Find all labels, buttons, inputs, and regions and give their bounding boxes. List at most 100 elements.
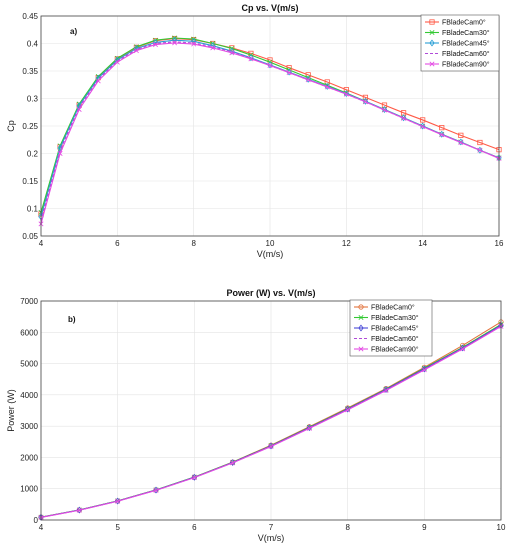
power-y-tick-label: 3000	[20, 422, 38, 431]
power-x-tick-label: 5	[115, 523, 120, 532]
power-x-ticks: 4 5 6 7 8 9 10	[39, 523, 506, 532]
cp-legend-item: FBladeCam90°	[425, 61, 490, 69]
cp-legend-label: FBladeCam90°	[442, 61, 490, 69]
cp-y-tick-label: 0.35	[22, 67, 38, 76]
power-x-tick-label: 8	[345, 523, 350, 532]
cp-x-tick-label: 14	[418, 239, 427, 248]
cp-legend-label: FBladeCam45°	[442, 40, 490, 48]
power-legend-label: FBladeCam45°	[371, 325, 419, 333]
power-legend-label: FBladeCam90°	[371, 346, 419, 354]
cp-data-point	[133, 48, 139, 54]
cp-data-point	[210, 42, 216, 50]
cp-data-point	[229, 47, 235, 55]
power-data-point	[460, 346, 466, 352]
cp-data-point	[248, 56, 254, 62]
cp-y-tick-label: 0.05	[22, 232, 38, 241]
cp-data-point	[420, 124, 426, 130]
cp-data-point	[324, 84, 330, 90]
cp-data-point	[362, 94, 369, 100]
cp-legend-label: FBladeCam60°	[442, 50, 490, 58]
power-y-ticks: 0 1000 2000 3000 4000 5000 6000 7000	[20, 297, 38, 525]
cp-y-tick-label: 0.2	[27, 150, 39, 159]
power-legend-item: FBladeCam60°	[354, 335, 419, 343]
cp-data-point	[343, 87, 349, 93]
power-data-point	[383, 387, 389, 393]
power-data-point	[306, 425, 312, 431]
cp-x-tick-label: 8	[191, 239, 196, 248]
power-y-tick-label: 5000	[20, 360, 38, 369]
cp-data-point	[458, 132, 464, 138]
cp-data-point	[210, 45, 216, 51]
power-x-axis-label: V(m/s)	[258, 533, 285, 543]
power-y-tick-label: 2000	[20, 453, 38, 462]
power-chart-title: Power (W) vs. V(m/s)	[226, 288, 315, 298]
power-legend-label: FBladeCam0°	[371, 304, 415, 312]
power-series-markers-4	[38, 323, 504, 520]
power-legend-marker	[358, 324, 364, 332]
power-y-tick-label: 4000	[20, 391, 38, 400]
cp-y-tick-label: 0.25	[22, 122, 38, 131]
cp-data-point	[343, 91, 349, 97]
power-series	[38, 319, 504, 521]
power-x-tick-label: 10	[497, 523, 506, 532]
cp-x-tick-label: 16	[495, 239, 504, 248]
power-data-point	[76, 507, 82, 513]
cp-data-point	[191, 41, 197, 47]
cp-axes-box	[40, 15, 500, 237]
power-data-point	[153, 487, 159, 493]
power-x-tick-label: 4	[39, 523, 44, 532]
cp-data-point	[420, 117, 426, 123]
power-y-tick-label: 7000	[20, 297, 38, 306]
cp-x-tick-label: 6	[115, 239, 120, 248]
power-legend-marker	[358, 346, 364, 352]
power-y-tick-label: 0	[34, 516, 39, 525]
power-legend-marker	[358, 315, 364, 320]
cp-data-point	[229, 50, 235, 56]
power-data-point	[268, 443, 274, 449]
cp-data-point	[401, 115, 407, 121]
power-axes-box	[40, 300, 502, 521]
power-y-tick-label: 6000	[20, 328, 38, 337]
power-data-point	[230, 460, 236, 466]
power-x-tick-label: 7	[269, 523, 274, 532]
cp-y-tick-label: 0.15	[22, 177, 38, 186]
power-data-point	[345, 407, 351, 413]
cp-chart-title: Cp vs. V(m/s)	[241, 3, 298, 13]
cp-legend-label: FBladeCam0°	[442, 19, 486, 27]
power-legend-label: FBladeCam30°	[371, 314, 419, 322]
cp-data-point	[172, 40, 178, 46]
cp-y-axis-label: Cp	[6, 120, 16, 132]
cp-legend-item: FBladeCam60°	[425, 50, 490, 58]
cp-legend-marker	[429, 19, 435, 25]
power-chart: 4 5 6 7 8 9 10 0 1000 2000 3000 4000 5000 6000 7000 P…	[6, 288, 506, 543]
cp-data-point	[57, 151, 63, 156]
power-legend: FBladeCam0° FBladeCam30° FBladeCam45° FBlad…	[349, 299, 433, 357]
cp-data-point	[477, 139, 483, 146]
cp-data-point	[76, 107, 82, 112]
cp-data-point	[95, 78, 101, 84]
cp-legend-item: FBladeCam45°	[425, 40, 490, 48]
cp-data-point	[286, 70, 292, 76]
cp-data-point	[153, 42, 158, 48]
cp-x-axis-label: V(m/s)	[257, 249, 284, 259]
cp-legend-marker	[429, 30, 435, 35]
cp-data-point	[382, 107, 387, 113]
power-data-point	[115, 498, 121, 504]
power-legend-item: FBladeCam45°	[354, 325, 419, 333]
cp-x-tick-label: 12	[342, 239, 351, 248]
cp-legend-marker	[429, 39, 435, 47]
cp-y-tick-label: 0.1	[27, 205, 39, 214]
cp-data-point	[458, 140, 464, 145]
cp-y-tick-label: 0.4	[27, 40, 39, 49]
power-x-tick-label: 9	[422, 523, 427, 532]
cp-legend-marker	[429, 61, 435, 67]
cp-legend-item: FBladeCam0°	[425, 19, 486, 27]
cp-x-ticks: 4 6 8 10 12 14 16	[39, 239, 504, 248]
cp-legend-label: FBladeCam30°	[442, 29, 490, 37]
cp-legend: FBladeCam0° FBladeCam30° FBladeCam45° FBlad…	[420, 14, 500, 72]
cp-legend-item: FBladeCam30°	[425, 29, 490, 37]
cp-data-point	[152, 38, 159, 46]
cp-y-tick-label: 0.45	[22, 12, 38, 21]
power-data-point	[421, 367, 427, 373]
